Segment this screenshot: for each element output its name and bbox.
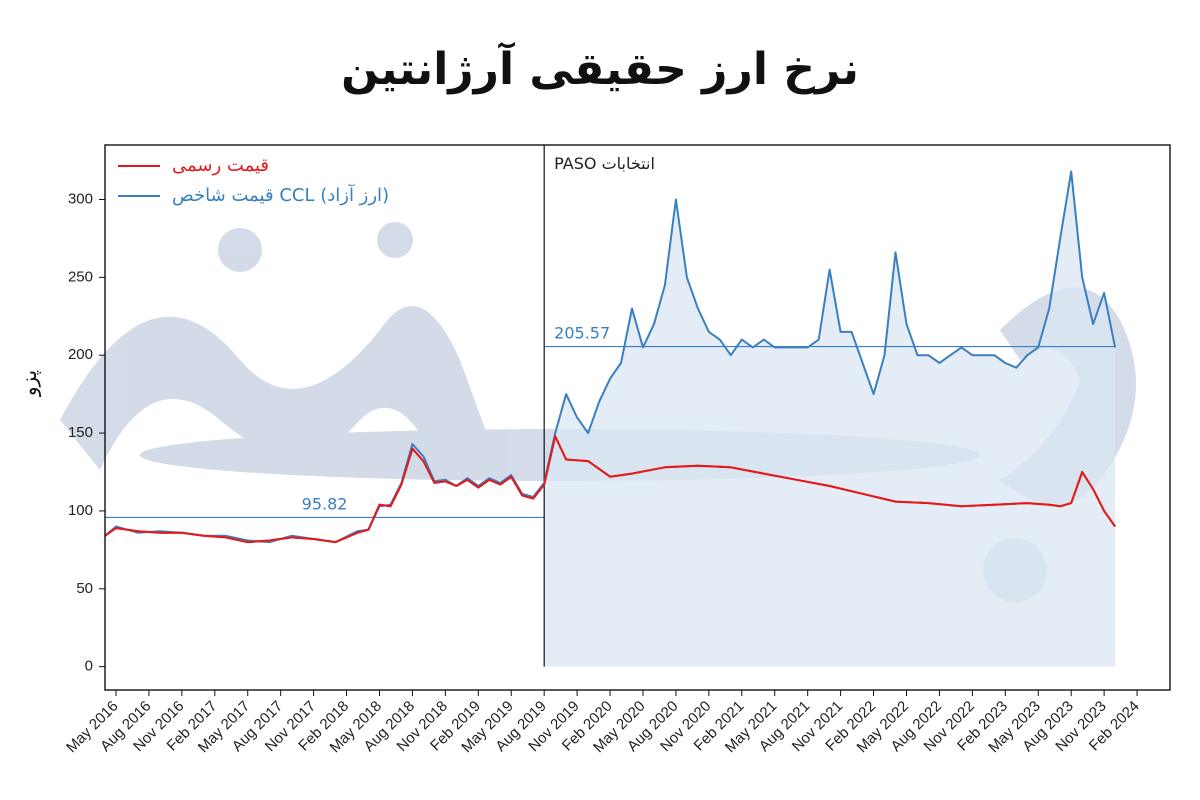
series-line-official-top: [104, 435, 1116, 544]
mean-label-2: 205.57: [554, 324, 610, 343]
y-tick-label: 50: [76, 580, 93, 597]
post-paso-shaded-area: [544, 171, 1116, 667]
paso-annotation-label: PASO انتخابات: [554, 154, 655, 173]
y-tick-label: 100: [68, 502, 93, 519]
y-tick-label: 200: [68, 346, 93, 363]
y-tick-label: 0: [85, 658, 93, 675]
y-tick-label: 250: [68, 268, 93, 285]
y-tick-label: 150: [68, 424, 93, 441]
chart-title: نرخ ارز حقیقی آرژانتین: [341, 44, 859, 95]
legend-label-official: قیمت رسمی: [172, 155, 269, 176]
plot-frame: [104, 144, 1171, 691]
y-axis-label: پزو: [17, 370, 42, 397]
plot-area: [104, 144, 1171, 691]
legend-label-ccl: قیمت شاخص CCL (ارز آزاد): [172, 183, 389, 206]
legend: قیمت رسمی قیمت شاخص CCL (ارز آزاد): [118, 155, 389, 206]
mean-label-1: 95.82: [302, 494, 348, 513]
y-axis: 0 50 100 150 200 250 300: [68, 190, 105, 675]
y-tick-label: 300: [68, 190, 93, 207]
